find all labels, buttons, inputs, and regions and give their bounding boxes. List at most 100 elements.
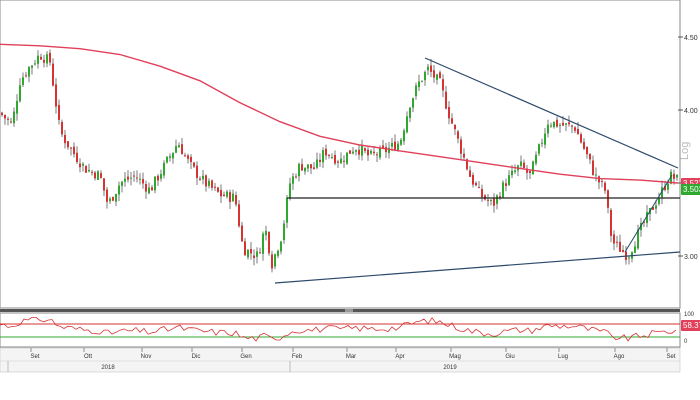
candle [664, 186, 666, 190]
candle [55, 84, 57, 107]
candle [235, 195, 237, 205]
log-scale-label: Log [679, 142, 691, 160]
candle [583, 141, 585, 149]
candle [550, 125, 552, 127]
candle [7, 118, 9, 120]
candle [109, 198, 111, 202]
candle [133, 175, 135, 177]
candle [403, 130, 405, 142]
candle [220, 189, 222, 197]
year-label: 2018 [101, 365, 115, 371]
month-label: Ott [84, 354, 92, 360]
candle [331, 157, 333, 159]
uptrend-support-line[interactable] [274, 251, 681, 284]
candle [526, 168, 528, 173]
month-label: Apr [395, 354, 404, 360]
candle [184, 155, 186, 157]
candle [262, 233, 264, 254]
candle [4, 114, 6, 119]
candle [343, 160, 345, 162]
candle [295, 176, 297, 178]
candle [511, 170, 513, 176]
month-label: Set [30, 354, 39, 360]
candle [268, 232, 270, 254]
candle [595, 174, 597, 176]
candle [208, 180, 210, 186]
candle [58, 104, 60, 120]
candle [487, 199, 489, 201]
current-price-tag: 3.523 [681, 178, 700, 189]
short-uptrend-line[interactable] [624, 174, 673, 253]
candle [508, 175, 510, 185]
candle [337, 161, 339, 163]
candle [493, 197, 495, 206]
price-tick-label: 3.00 [684, 254, 698, 261]
candle [10, 121, 12, 123]
candle [271, 254, 273, 269]
candle [118, 185, 120, 195]
month-label: Set [666, 354, 675, 360]
candle [502, 182, 504, 198]
candle [412, 98, 414, 108]
candle [328, 154, 330, 156]
candle [190, 156, 192, 163]
candle [298, 163, 300, 177]
candle [367, 149, 369, 156]
panel-splitter[interactable] [0, 309, 680, 312]
candle [571, 125, 573, 127]
candle [106, 189, 108, 202]
candle [22, 77, 24, 86]
candle [163, 162, 165, 176]
candle [670, 171, 672, 184]
candle [283, 223, 285, 241]
time-axis [0, 347, 681, 373]
candle [244, 241, 246, 256]
candle [202, 175, 204, 180]
candle [388, 147, 390, 153]
month-label: Giu [505, 354, 514, 360]
candle [556, 119, 558, 127]
candle [460, 139, 462, 154]
downtrend-line[interactable] [424, 57, 679, 169]
candle [673, 173, 675, 179]
candle [478, 187, 480, 189]
oscillator-line [0, 316, 677, 342]
candle [655, 205, 657, 209]
candle [73, 146, 75, 155]
candle [301, 164, 303, 171]
moving-average-tag: 3.503 [681, 184, 700, 195]
candle [175, 146, 177, 153]
candle [1, 112, 3, 115]
candle [472, 174, 474, 185]
candle [103, 178, 105, 191]
candle [241, 225, 243, 242]
candle [316, 159, 318, 168]
candle [643, 221, 645, 223]
candle [31, 65, 33, 68]
candle [154, 176, 156, 191]
candle [100, 173, 102, 178]
candle [172, 152, 174, 159]
candle [280, 241, 282, 252]
candle [253, 255, 255, 258]
candle [52, 63, 54, 86]
candle [604, 182, 606, 191]
month-label: Mag [449, 354, 461, 360]
candle [490, 199, 492, 201]
candle [157, 175, 159, 181]
candle [229, 192, 231, 202]
candle [88, 169, 90, 172]
candle [598, 176, 600, 183]
candle [274, 254, 276, 267]
candle [592, 160, 594, 175]
candle [391, 142, 393, 147]
candle [223, 194, 225, 197]
candle [178, 145, 180, 148]
candle [577, 128, 579, 135]
candle [613, 234, 615, 244]
candle [226, 191, 228, 197]
candle [187, 155, 189, 159]
candle [127, 176, 129, 180]
splitter-handle[interactable] [345, 309, 353, 312]
